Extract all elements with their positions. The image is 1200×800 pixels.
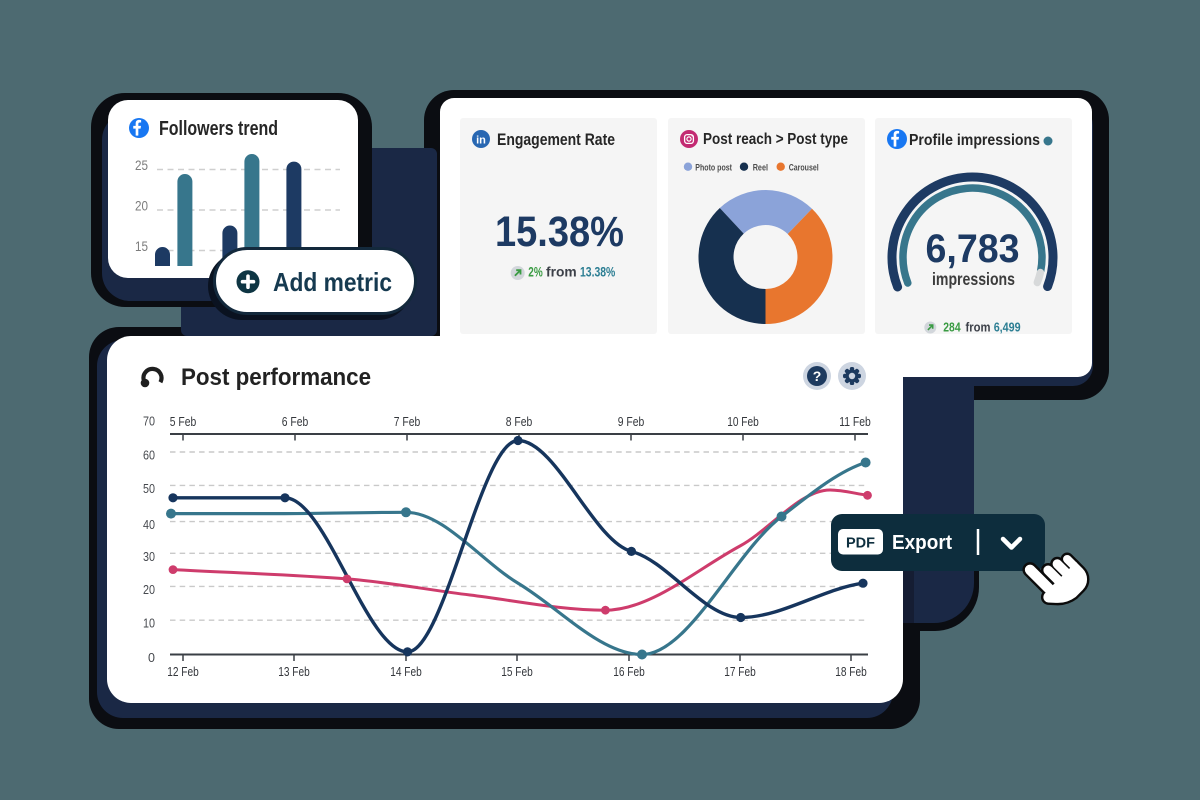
svg-text:Reel: Reel [753, 162, 768, 173]
svg-text:25: 25 [135, 158, 148, 173]
svg-text:13 Feb: 13 Feb [278, 664, 310, 679]
svg-text:Followers trend: Followers trend [159, 118, 278, 140]
svg-text:Photo post: Photo post [695, 162, 732, 173]
svg-text:15.38%: 15.38% [495, 208, 624, 256]
svg-text:8 Feb: 8 Feb [506, 414, 533, 429]
svg-text:30: 30 [143, 550, 155, 564]
svg-text:7 Feb: 7 Feb [394, 414, 421, 429]
svg-text:2%: 2% [528, 265, 542, 280]
svg-text:from: from [546, 265, 577, 280]
svg-text:6 Feb: 6 Feb [282, 414, 309, 429]
svg-text:14 Feb: 14 Feb [390, 664, 422, 679]
svg-text:Post reach > Post type: Post reach > Post type [703, 131, 848, 148]
svg-text:9 Feb: 9 Feb [618, 414, 645, 429]
svg-text:from: from [966, 319, 991, 334]
svg-text:18 Feb: 18 Feb [835, 664, 867, 679]
svg-text:in: in [476, 135, 486, 147]
svg-text:11 Feb: 11 Feb [839, 414, 871, 429]
svg-text:10 Feb: 10 Feb [727, 414, 759, 429]
svg-text:6,783: 6,783 [926, 227, 1020, 271]
svg-text:Add metric: Add metric [273, 267, 392, 297]
svg-text:Carousel: Carousel [789, 162, 819, 173]
svg-text:0: 0 [148, 651, 155, 665]
svg-text:17 Feb: 17 Feb [724, 664, 756, 679]
svg-text:6,499: 6,499 [994, 319, 1021, 334]
svg-text:20: 20 [143, 583, 155, 597]
svg-text:20: 20 [135, 199, 148, 214]
svg-text:Profile impressions: Profile impressions [909, 132, 1040, 149]
svg-text:15 Feb: 15 Feb [501, 664, 533, 679]
svg-text:284: 284 [943, 319, 961, 334]
svg-text:?: ? [813, 368, 822, 384]
svg-text:impressions: impressions [932, 269, 1015, 289]
svg-text:Engagement Rate: Engagement Rate [497, 130, 615, 149]
svg-text:12 Feb: 12 Feb [167, 664, 199, 679]
svg-text:50: 50 [143, 482, 155, 496]
svg-text:40: 40 [143, 518, 155, 532]
svg-text:10: 10 [143, 617, 155, 631]
svg-text:16 Feb: 16 Feb [613, 664, 645, 679]
svg-text:70: 70 [143, 415, 155, 429]
svg-text:15: 15 [135, 239, 148, 254]
svg-text:60: 60 [143, 449, 155, 463]
svg-text:Post performance: Post performance [181, 364, 371, 391]
svg-text:5 Feb: 5 Feb [170, 414, 197, 429]
svg-text:13.38%: 13.38% [580, 265, 615, 280]
svg-text:PDF: PDF [846, 535, 875, 552]
svg-text:Export: Export [892, 532, 952, 554]
